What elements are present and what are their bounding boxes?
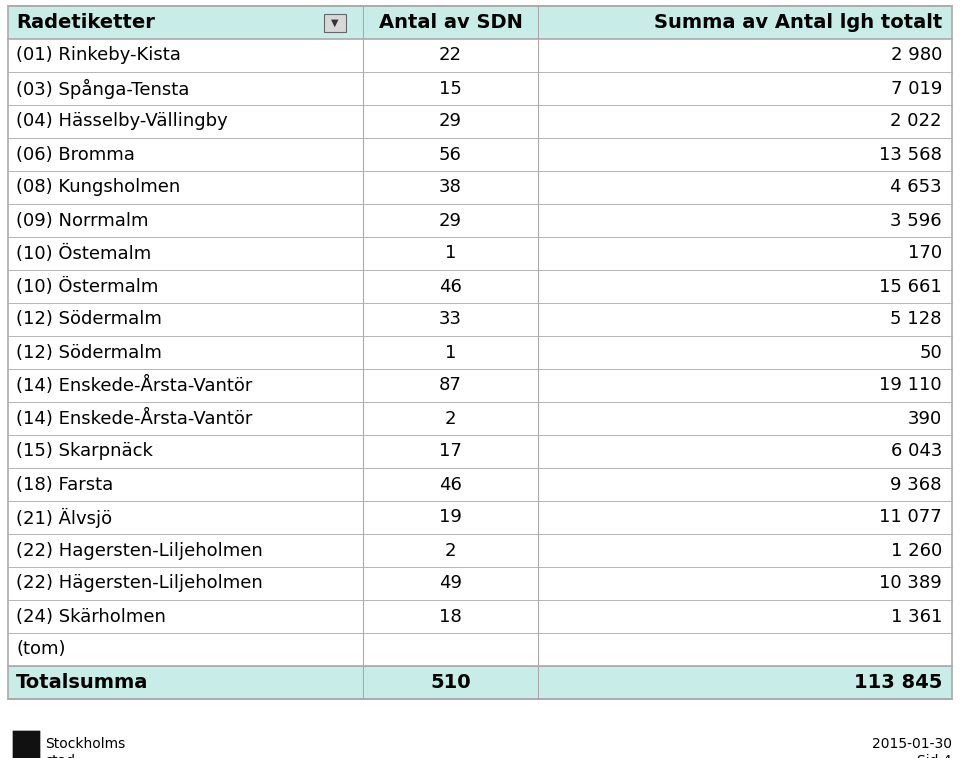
Bar (8, 534, 952, 567)
Text: 4 653: 4 653 (890, 178, 942, 196)
Text: 3 596: 3 596 (890, 211, 942, 230)
Text: 33: 33 (439, 311, 462, 328)
Text: 9 368: 9 368 (891, 475, 942, 493)
Text: (21) Älvsjö: (21) Älvsjö (16, 507, 112, 528)
Text: (tom): (tom) (16, 641, 65, 659)
Text: (22) Hägersten-Liljeholmen: (22) Hägersten-Liljeholmen (16, 575, 263, 593)
Text: (12) Södermalm: (12) Södermalm (16, 311, 162, 328)
Text: (08) Kungsholmen: (08) Kungsholmen (16, 178, 180, 196)
Text: (14) Enskede-Årsta-Vantör: (14) Enskede-Årsta-Vantör (16, 376, 252, 395)
Text: 2: 2 (444, 409, 456, 428)
Bar (8, 270, 952, 303)
Text: 10 389: 10 389 (879, 575, 942, 593)
Bar (8, 666, 952, 699)
Bar (8, 435, 952, 468)
Text: 2 980: 2 980 (891, 46, 942, 64)
Text: 1 361: 1 361 (891, 607, 942, 625)
Bar (8, 633, 952, 666)
Bar (8, 402, 952, 435)
Text: (03) Spånga-Tensta: (03) Spånga-Tensta (16, 79, 189, 99)
Text: 22: 22 (439, 46, 462, 64)
Text: 15: 15 (439, 80, 462, 98)
Bar (8, 303, 952, 336)
Text: 1: 1 (444, 343, 456, 362)
Text: (10) Östemalm: (10) Östemalm (16, 245, 152, 262)
Text: 56: 56 (439, 146, 462, 164)
Text: 19: 19 (439, 509, 462, 527)
Text: 11 077: 11 077 (879, 509, 942, 527)
Text: ▼: ▼ (331, 17, 339, 27)
Text: Antal av SDN: Antal av SDN (378, 13, 522, 32)
Text: (14) Enskede-Årsta-Vantör: (14) Enskede-Årsta-Vantör (16, 409, 252, 428)
Text: 49: 49 (439, 575, 462, 593)
Text: (01) Rinkeby-Kista: (01) Rinkeby-Kista (16, 46, 180, 64)
Bar (8, 369, 952, 402)
Text: Summa av Antal lgh totalt: Summa av Antal lgh totalt (654, 13, 942, 32)
Bar (8, 6, 952, 39)
Text: 2 022: 2 022 (891, 112, 942, 130)
Text: 13 568: 13 568 (879, 146, 942, 164)
Text: (15) Skarpnäck: (15) Skarpnäck (16, 443, 153, 461)
Text: 46: 46 (439, 475, 462, 493)
Text: (10) Östermalm: (10) Östermalm (16, 277, 158, 296)
Text: Totalsumma: Totalsumma (16, 673, 149, 692)
Bar (8, 237, 952, 270)
Bar (8, 204, 952, 237)
Bar (8, 39, 952, 72)
Text: 46: 46 (439, 277, 462, 296)
Text: 7 019: 7 019 (891, 80, 942, 98)
Text: 87: 87 (439, 377, 462, 394)
Text: (24) Skärholmen: (24) Skärholmen (16, 607, 166, 625)
Text: 390: 390 (908, 409, 942, 428)
Text: 2: 2 (444, 541, 456, 559)
Text: 510: 510 (430, 673, 470, 692)
Text: (09) Norrmalm: (09) Norrmalm (16, 211, 149, 230)
Text: (18) Farsta: (18) Farsta (16, 475, 113, 493)
Polygon shape (13, 731, 40, 758)
Text: (06) Bromma: (06) Bromma (16, 146, 134, 164)
Text: 1: 1 (444, 245, 456, 262)
Bar (8, 501, 952, 534)
Text: Radetiketter: Radetiketter (16, 13, 155, 32)
Text: (22) Hagersten-Liljeholmen: (22) Hagersten-Liljeholmen (16, 541, 263, 559)
Text: Sid 4: Sid 4 (918, 754, 952, 758)
Text: 18: 18 (439, 607, 462, 625)
Text: 2015-01-30: 2015-01-30 (872, 737, 952, 751)
Bar (8, 600, 952, 633)
Text: 17: 17 (439, 443, 462, 461)
Text: 29: 29 (439, 211, 462, 230)
Text: 19 110: 19 110 (879, 377, 942, 394)
Bar (8, 468, 952, 501)
Text: 6 043: 6 043 (891, 443, 942, 461)
Bar (8, 72, 952, 105)
Text: 29: 29 (439, 112, 462, 130)
Bar (8, 171, 952, 204)
Bar (8, 138, 952, 171)
Text: stad: stad (45, 754, 75, 758)
Text: (12) Södermalm: (12) Södermalm (16, 343, 162, 362)
Text: 38: 38 (439, 178, 462, 196)
Text: 50: 50 (920, 343, 942, 362)
Text: 170: 170 (908, 245, 942, 262)
Bar (324, 14, 346, 32)
Bar (8, 336, 952, 369)
Text: 5 128: 5 128 (891, 311, 942, 328)
Text: (04) Hässelby-Vällingby: (04) Hässelby-Vällingby (16, 112, 228, 130)
Bar (8, 105, 952, 138)
Text: Stockholms: Stockholms (45, 737, 125, 751)
Text: 113 845: 113 845 (853, 673, 942, 692)
Text: 15 661: 15 661 (879, 277, 942, 296)
Text: 1 260: 1 260 (891, 541, 942, 559)
Bar (8, 567, 952, 600)
